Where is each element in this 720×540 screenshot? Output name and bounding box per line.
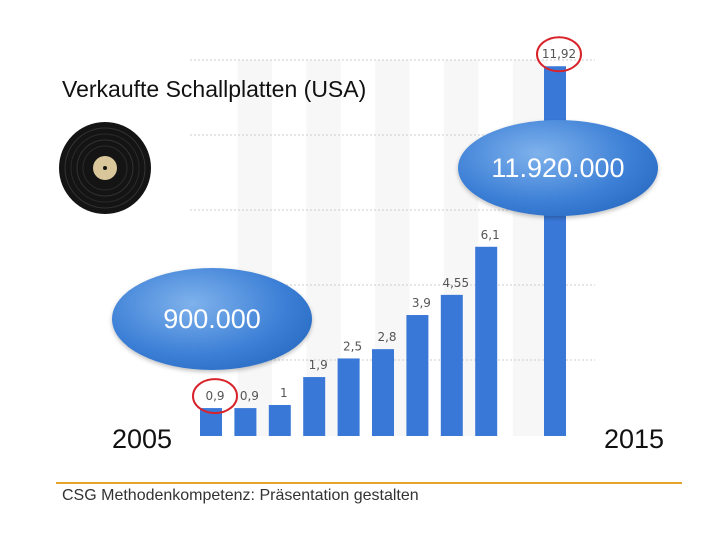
- start-year-label: 2005: [112, 424, 173, 454]
- bar-2012: [440, 294, 463, 436]
- highlight-circles: [192, 36, 582, 415]
- data-label-2015: 11,92: [542, 47, 576, 61]
- column-band: [237, 60, 272, 436]
- bar-2013: [475, 246, 498, 436]
- footer-divider: [56, 482, 682, 484]
- bar-2008: [303, 377, 326, 436]
- bar-2006: [234, 408, 257, 436]
- chart-title: Verkaufte Schallplatten (USA): [62, 76, 367, 102]
- bar-2009: [337, 358, 360, 436]
- data-label-2012: 4,55: [442, 276, 469, 290]
- max-value-callout: 11.920.000: [458, 120, 658, 216]
- data-label-2005: 0,9: [205, 389, 224, 403]
- data-labels: 0,9 0,9 1 1,9 2,5 2,8 3,9 4,55 6,1 11,92: [205, 47, 576, 403]
- footer-text: CSG Methodenkompetenz: Präsentation gest…: [62, 487, 419, 504]
- data-label-2008: 1,9: [309, 358, 328, 372]
- data-label-2013: 6,1: [481, 228, 500, 242]
- data-label-2011: 3,9: [412, 296, 431, 310]
- bar-2005: [200, 408, 222, 436]
- bar-2010: [372, 349, 394, 436]
- data-label-2009: 2,5: [343, 339, 362, 353]
- data-label-2007: 1: [280, 386, 288, 400]
- data-label-2010: 2,8: [377, 330, 396, 344]
- min-value-callout: 900.000: [112, 268, 312, 370]
- column-band: [512, 60, 548, 436]
- vinyl-record-icon: [59, 122, 151, 214]
- highlight-circle-2005: [192, 378, 238, 415]
- bar-2011: [406, 315, 429, 436]
- gridlines: [190, 59, 595, 436]
- highlight-circle-2015: [536, 36, 582, 73]
- bar-2007: [268, 404, 291, 436]
- data-label-2006: 0,9: [240, 389, 259, 403]
- end-year-label: 2015: [604, 424, 665, 454]
- column-band: [306, 60, 341, 436]
